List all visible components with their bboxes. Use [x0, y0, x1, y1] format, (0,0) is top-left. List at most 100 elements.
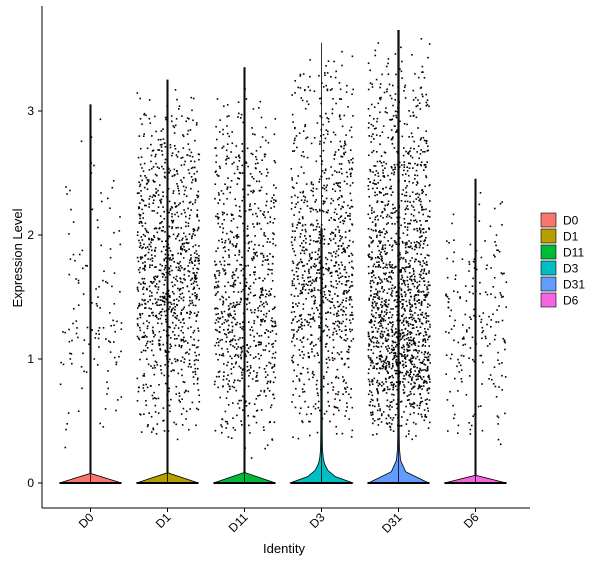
data-point — [411, 247, 413, 250]
data-point — [401, 276, 404, 279]
data-point — [141, 336, 143, 339]
data-point — [148, 237, 150, 240]
data-point — [217, 286, 220, 288]
data-point — [411, 354, 413, 357]
data-point — [416, 163, 419, 166]
data-point — [214, 429, 217, 432]
data-point — [315, 343, 317, 346]
data-point — [216, 286, 218, 289]
data-point — [415, 306, 417, 309]
data-point — [115, 409, 117, 412]
data-point — [187, 143, 190, 145]
data-point — [404, 84, 407, 87]
data-point — [106, 381, 108, 383]
data-point — [303, 264, 305, 267]
data-point — [370, 103, 373, 106]
data-point — [401, 371, 404, 374]
data-point — [176, 156, 179, 158]
data-point — [261, 252, 263, 255]
data-point — [188, 359, 191, 362]
data-point — [270, 200, 272, 202]
data-point — [395, 381, 398, 383]
data-point — [173, 299, 175, 301]
data-point — [197, 195, 200, 197]
data-point — [180, 245, 182, 248]
data-point — [399, 253, 401, 256]
data-point — [412, 215, 415, 217]
data-point — [238, 171, 241, 174]
data-point — [413, 406, 415, 409]
data-point — [403, 280, 406, 282]
data-point — [194, 178, 197, 180]
data-point — [172, 220, 174, 223]
data-point — [155, 283, 158, 285]
data-point — [152, 239, 154, 241]
data-point — [166, 292, 169, 294]
data-point — [114, 330, 116, 333]
data-point — [334, 293, 336, 295]
data-point — [371, 413, 374, 416]
data-point — [151, 312, 153, 314]
data-point — [225, 427, 227, 429]
data-point — [271, 324, 273, 327]
data-point — [179, 269, 181, 272]
legend-swatch-D3 — [540, 260, 557, 276]
data-point — [221, 354, 223, 357]
data-point — [75, 320, 78, 322]
data-point — [334, 270, 337, 273]
data-point — [493, 338, 496, 341]
data-point — [259, 146, 262, 148]
plot-area — [59, 30, 508, 484]
data-point — [295, 267, 298, 269]
data-point — [267, 380, 269, 383]
data-point — [171, 221, 174, 224]
data-point — [255, 251, 258, 254]
data-point — [394, 166, 396, 169]
data-point — [403, 291, 406, 293]
data-point — [388, 244, 391, 246]
data-point — [405, 372, 407, 375]
data-point — [349, 215, 351, 217]
data-point — [397, 376, 399, 379]
data-point — [174, 213, 176, 216]
data-point — [385, 381, 387, 383]
data-point — [341, 432, 344, 435]
data-point — [299, 289, 302, 292]
data-point — [147, 231, 150, 234]
data-point — [104, 408, 107, 410]
data-point — [406, 279, 409, 282]
data-point — [192, 233, 194, 235]
data-point — [301, 242, 303, 245]
data-point — [386, 278, 388, 280]
data-point — [146, 347, 149, 349]
data-point — [426, 103, 429, 106]
data-point — [341, 50, 343, 53]
data-point — [266, 303, 268, 305]
data-point — [149, 195, 151, 198]
data-point — [340, 98, 343, 100]
data-point — [294, 236, 296, 239]
data-point — [328, 238, 331, 240]
data-point — [406, 166, 408, 168]
data-point — [315, 280, 317, 282]
data-point — [239, 301, 242, 303]
data-point — [151, 349, 153, 352]
data-point — [384, 368, 387, 371]
data-point — [351, 93, 353, 95]
data-point — [321, 278, 324, 280]
data-point — [329, 290, 331, 293]
data-point — [178, 263, 180, 265]
data-point — [310, 290, 312, 293]
data-point — [390, 194, 393, 196]
data-point — [409, 333, 412, 335]
data-point — [411, 54, 413, 56]
data-point — [154, 266, 156, 268]
data-point — [425, 295, 427, 297]
data-point — [189, 201, 192, 203]
data-point — [139, 217, 141, 220]
data-point — [167, 237, 169, 240]
data-point — [299, 87, 302, 89]
data-point — [292, 380, 294, 383]
data-point — [229, 343, 232, 346]
data-point — [342, 206, 344, 209]
